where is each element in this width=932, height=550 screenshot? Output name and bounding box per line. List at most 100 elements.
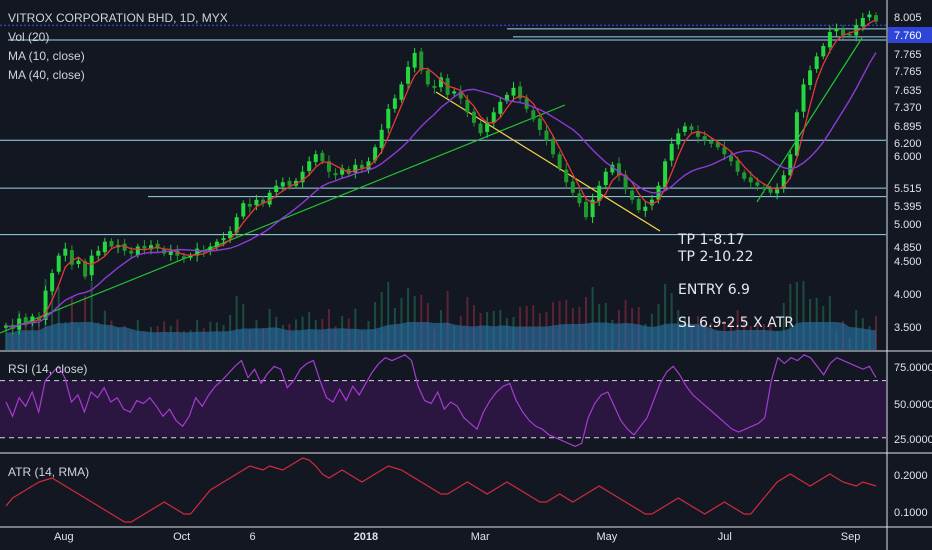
candle-body <box>702 136 707 141</box>
candle-body <box>425 70 430 85</box>
volume-bar <box>795 282 798 350</box>
candle-body <box>485 122 490 132</box>
candle-body <box>274 185 279 193</box>
candle-body <box>551 138 556 155</box>
candle-body <box>280 182 285 187</box>
note-tp2: TP 2-10.22 <box>678 249 754 265</box>
atr-title[interactable]: ATR (14, RMA) <box>8 465 90 479</box>
legend-ma10[interactable]: MA (10, close) <box>8 49 85 63</box>
volume-ma-area <box>6 322 876 350</box>
volume-bar <box>407 288 410 350</box>
candle-body <box>102 241 107 253</box>
rsi-axis-label: 50.0000 <box>894 399 932 411</box>
volume-bar <box>235 296 238 350</box>
rsi-line <box>5 354 877 447</box>
candle-body <box>841 29 846 36</box>
trade-notes: TP 1-8.17 TP 2-10.22 ENTRY 6.9 SL 6.9-2.… <box>678 232 794 332</box>
candle-body <box>557 154 562 169</box>
candle-body <box>709 141 714 144</box>
candle-body <box>267 192 272 205</box>
candle-body <box>439 77 443 88</box>
time-axis-label: Jul <box>718 531 732 543</box>
candle-body <box>458 91 463 99</box>
candle-body <box>214 241 219 248</box>
candle-body <box>564 169 569 183</box>
candle-body <box>676 133 681 145</box>
candle-body <box>168 250 173 255</box>
candle-body <box>867 14 872 18</box>
rsi-axis-label: 25.0000 <box>894 434 932 446</box>
candle-body <box>768 188 773 193</box>
candle-body <box>682 126 687 132</box>
candle-body <box>801 84 806 112</box>
candle-body <box>715 142 720 148</box>
volume-bar <box>387 282 390 350</box>
price-axis-label: 4.500 <box>894 256 922 268</box>
ma40-line <box>5 52 877 329</box>
candle-body <box>584 201 588 218</box>
note-tp1: TP 1-8.17 <box>678 232 745 248</box>
candle-body <box>729 155 733 162</box>
legend-volume[interactable]: Vol (20) <box>8 30 50 44</box>
volume-bar <box>57 287 60 350</box>
candle-body <box>742 172 747 179</box>
candle-body <box>122 243 127 251</box>
candle-body <box>320 152 325 162</box>
candle-body <box>781 175 786 188</box>
legend-ma40[interactable]: MA (40, close) <box>8 68 85 82</box>
candle-body <box>847 34 852 36</box>
candle-body <box>623 175 628 190</box>
price-axis-label: 8.005 <box>894 12 922 24</box>
candle-body <box>221 238 226 241</box>
candle-body <box>511 87 516 96</box>
atr-line <box>5 457 877 523</box>
note-entry: ENTRY 6.9 <box>678 282 750 298</box>
price-axis-label: 7.765 <box>894 66 922 78</box>
candle-body <box>419 51 424 71</box>
time-axis-label: Sep <box>841 531 861 543</box>
candle-body <box>406 66 411 84</box>
volume-bar <box>591 287 594 350</box>
candle-body <box>247 203 252 207</box>
candle-body <box>43 290 48 320</box>
candle-body <box>491 112 496 123</box>
candle-body <box>577 193 582 204</box>
candle-body <box>597 185 602 202</box>
volume-bar <box>380 292 383 350</box>
candle-body <box>412 52 417 68</box>
candle-body <box>603 171 608 186</box>
candle-body <box>794 112 799 156</box>
candle-body <box>669 143 674 161</box>
candle-body <box>531 110 536 120</box>
candle-body <box>544 130 549 141</box>
candle-body <box>735 160 740 172</box>
candle-body <box>860 17 865 27</box>
price-axis-label: 6.895 <box>894 121 922 133</box>
candle-body <box>89 255 94 276</box>
price-axis-label: 7.370 <box>894 102 922 114</box>
price-axis-label: 5.515 <box>894 183 922 195</box>
candle-body <box>722 147 727 155</box>
rsi-title[interactable]: RSI (14, close) <box>8 362 88 376</box>
candle-body <box>590 199 595 218</box>
time-axis-label: Oct <box>173 531 190 543</box>
candle-body <box>181 256 186 260</box>
candle-body <box>636 199 641 211</box>
candle-body <box>775 189 780 194</box>
candle-body <box>498 101 503 114</box>
price-axis-label: 6.200 <box>894 138 922 150</box>
candle-body <box>254 199 259 206</box>
price-axis-label: 5.000 <box>894 219 922 231</box>
candle-body <box>96 250 101 256</box>
candle-body <box>56 255 61 272</box>
price-axis-label: 4.000 <box>894 289 922 301</box>
candle-body <box>788 154 793 176</box>
chart-legend: VITROX CORPORATION BHD, 1D, MYX Vol (20)… <box>8 9 228 85</box>
candle-body <box>373 147 378 161</box>
candle-body <box>366 161 371 170</box>
candle-body <box>208 246 213 252</box>
time-axis-label: Mar <box>471 531 490 543</box>
candle-body <box>465 99 470 113</box>
